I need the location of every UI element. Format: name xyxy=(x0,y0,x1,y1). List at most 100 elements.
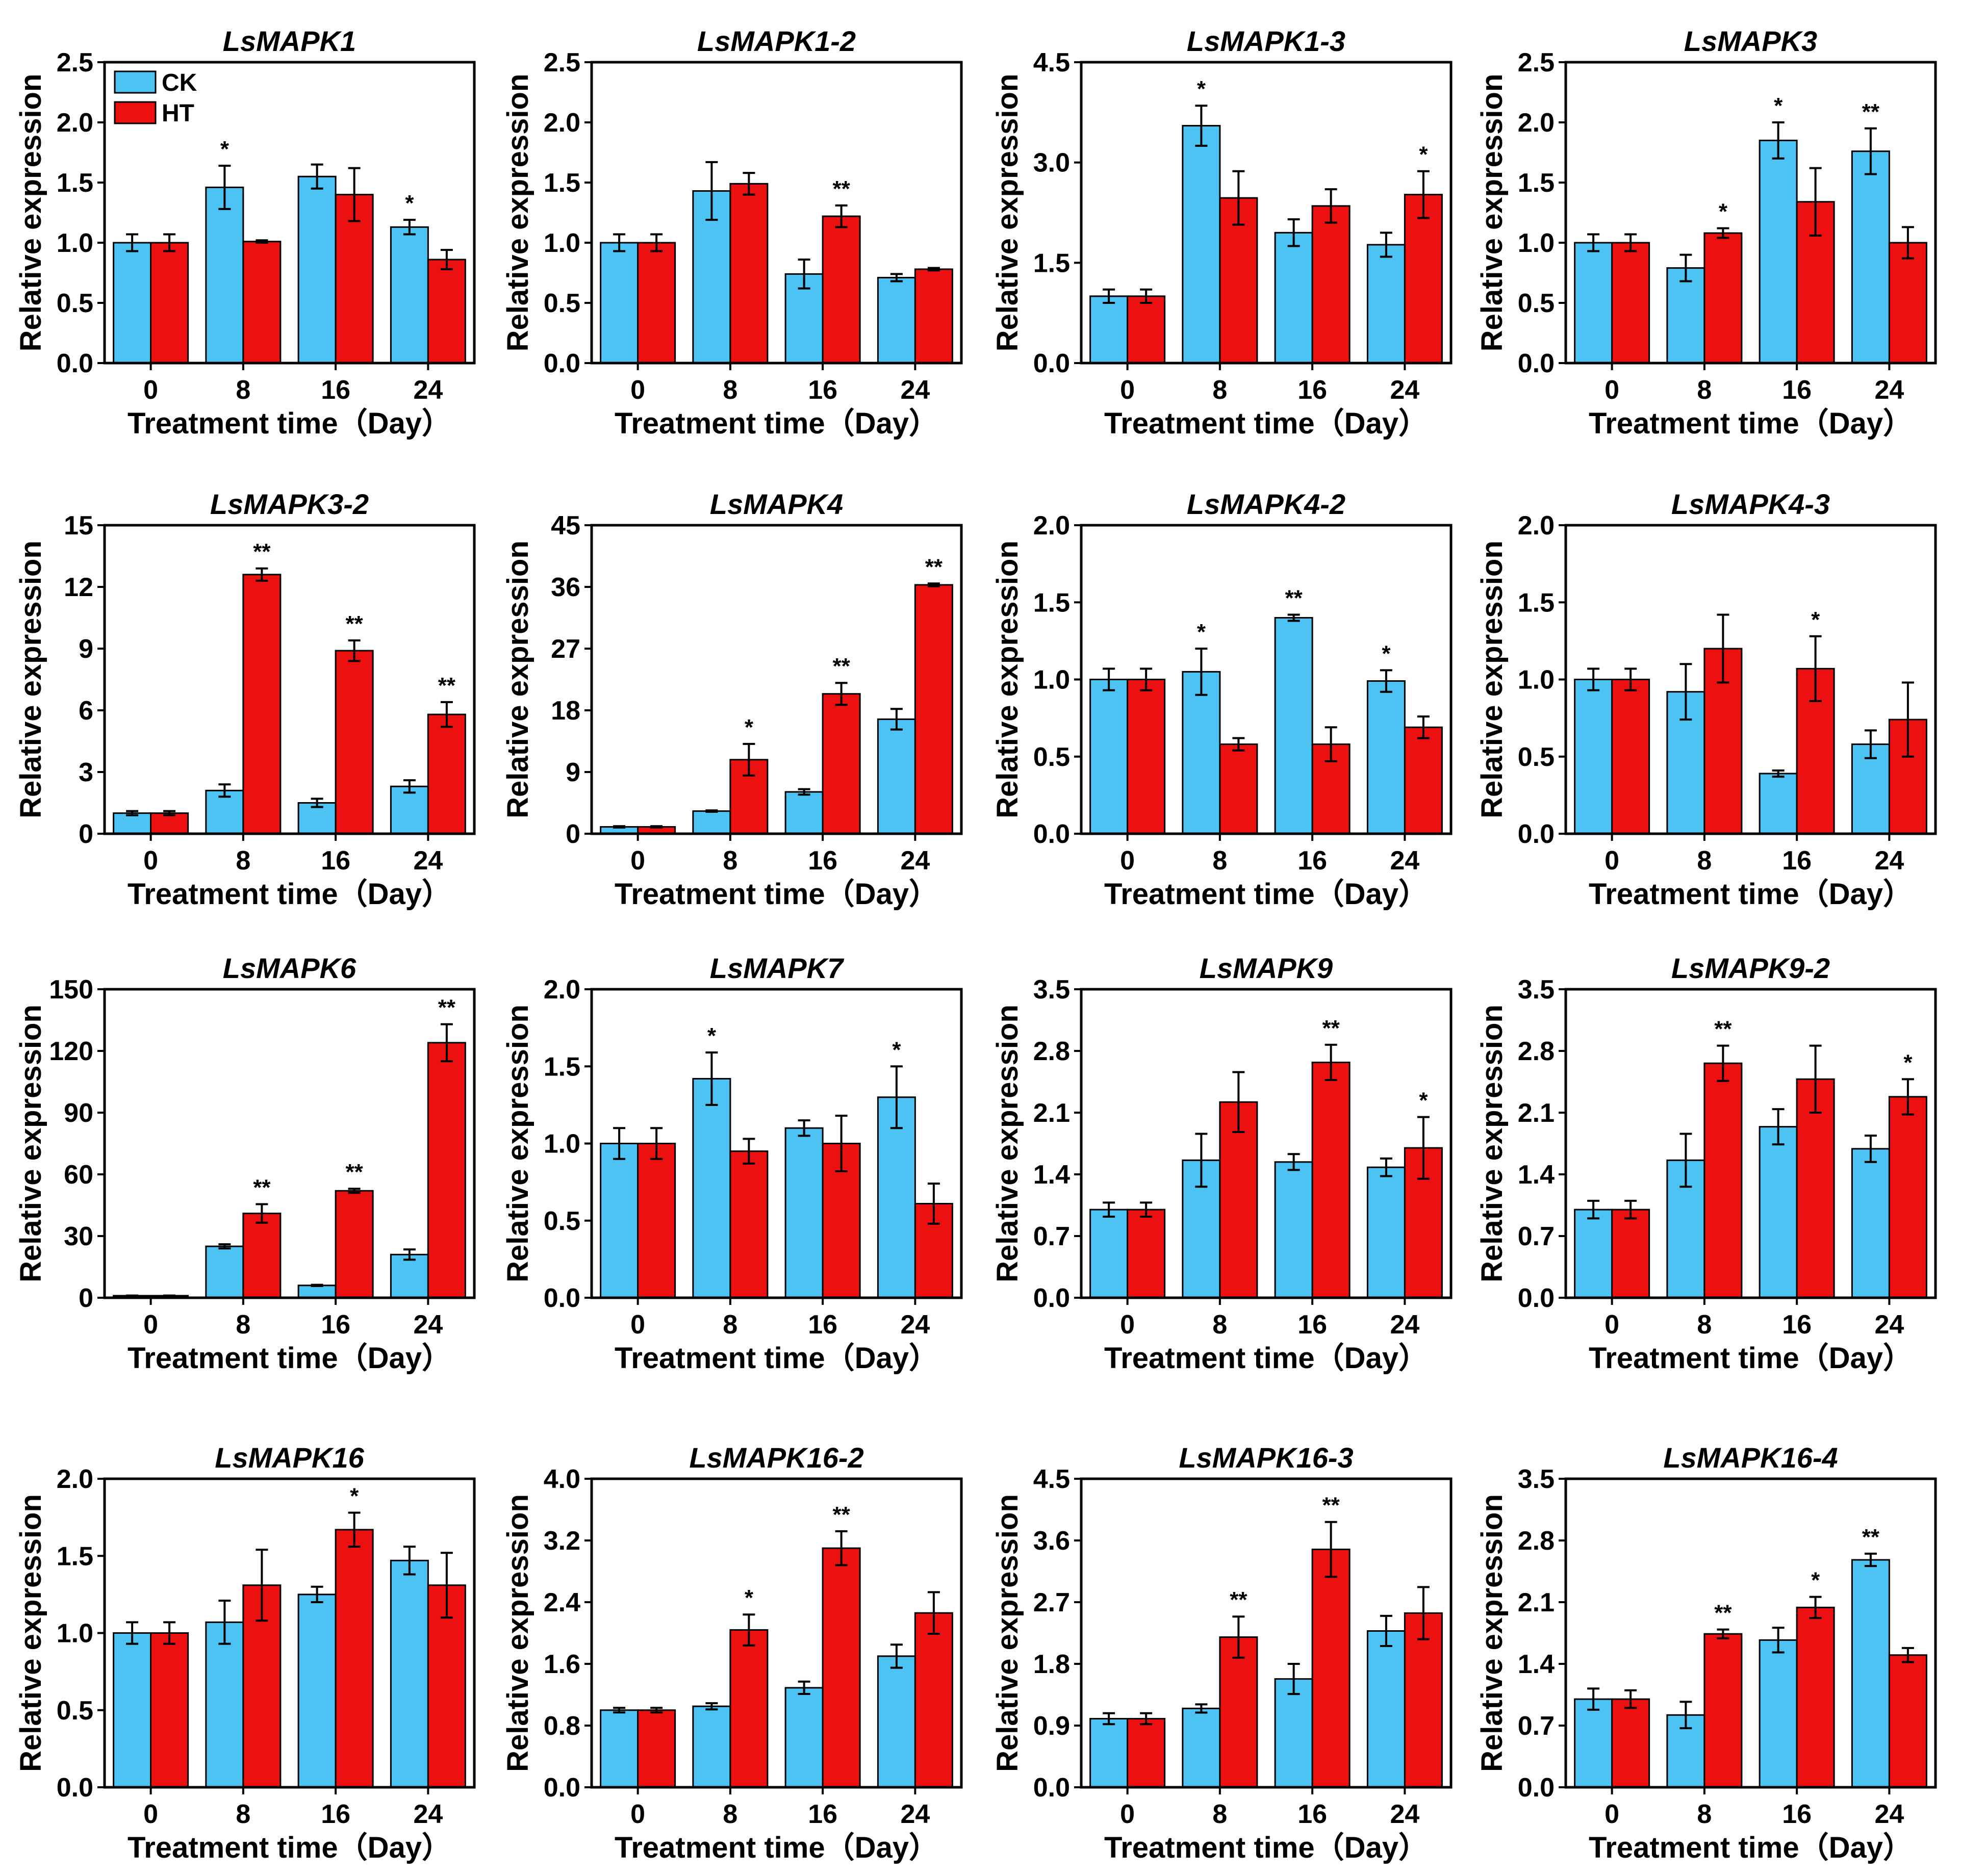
x-axis-label: Treatment time（Day） xyxy=(615,878,938,911)
bar-ht-day-24 xyxy=(1888,1654,1927,1788)
y-tick-label: 0.0 xyxy=(1033,819,1070,849)
bar-ck-day-24 xyxy=(1366,1166,1406,1299)
bar-ck-day-16 xyxy=(1759,773,1798,835)
bar-ck-day-16 xyxy=(1274,1161,1313,1299)
y-tick-label: 0.7 xyxy=(1518,1222,1555,1251)
bar-ht-day-0 xyxy=(637,1709,676,1788)
y-tick-label: 1.5 xyxy=(544,168,580,198)
x-tick-label: 0 xyxy=(143,846,158,876)
plot-frame xyxy=(103,61,476,365)
bar-ht-day-16 xyxy=(335,1529,374,1788)
y-tick-label: 0.5 xyxy=(57,289,93,318)
bar-ht-day-8 xyxy=(242,574,282,835)
significance-marker: * xyxy=(1719,199,1728,224)
bar-ck-day-0 xyxy=(1089,1209,1129,1299)
y-tick-label: 36 xyxy=(551,573,580,602)
plot-frame xyxy=(1564,524,1937,835)
bar-ck-day-24 xyxy=(1851,150,1890,364)
panel-lsmapk16-4: LsMAPK16-4 0.0 0.7 1.4 2.1 2.8 3.5 0 ** 8 * 16 ** 24T… xyxy=(1475,1442,1937,1864)
x-tick-label: 8 xyxy=(1212,375,1227,405)
x-axis-label: Treatment time（Day） xyxy=(128,407,451,440)
x-tick-label: 0 xyxy=(143,1800,158,1829)
bar-ht-day-0 xyxy=(1127,295,1166,364)
panel-lsmapk4-3: LsMAPK4-3 0.0 0.5 1.0 1.5 2.0 0 8 * 16 24Treatment… xyxy=(1475,488,1937,911)
bar-ck-day-24 xyxy=(1366,1630,1406,1788)
y-tick-label: 0.0 xyxy=(1518,349,1555,378)
x-tick-label: 0 xyxy=(1120,1800,1135,1829)
y-tick-label: 1.5 xyxy=(57,168,93,198)
x-tick-label: 8 xyxy=(1697,846,1712,876)
y-tick-label: 0.7 xyxy=(1518,1711,1555,1741)
panel-lsmapk16-3: LsMAPK16-3 0.0 0.9 1.8 2.7 3.6 4.5 0 ** 8 ** 16 24Tr… xyxy=(991,1442,1453,1864)
x-tick-label: 0 xyxy=(630,375,645,405)
x-tick-label: 0 xyxy=(1605,1800,1619,1829)
y-tick-label: 4.5 xyxy=(1033,48,1070,78)
bar-ck-day-8 xyxy=(692,1077,731,1299)
y-tick-label: 2.0 xyxy=(544,975,580,1005)
plot-frame xyxy=(1080,988,1453,1299)
panel-title: LsMAPK16-4 xyxy=(1663,1442,1838,1474)
significance-marker: * xyxy=(745,1585,754,1610)
significance-marker: * xyxy=(1419,1088,1428,1113)
panel-title: LsMAPK1 xyxy=(223,25,356,57)
y-tick-label: 1.4 xyxy=(1518,1650,1555,1679)
bar-ht-day-0 xyxy=(150,1632,189,1788)
y-tick-label: 0 xyxy=(79,1283,93,1313)
y-axis-label: Relative expression xyxy=(991,1494,1024,1772)
bar-ht-day-24 xyxy=(1888,1096,1927,1299)
plot-frame xyxy=(103,1477,476,1789)
bar-ck-day-16 xyxy=(1274,232,1313,364)
y-axis-label: Relative expression xyxy=(501,74,534,352)
x-tick-label: 24 xyxy=(413,1310,443,1340)
bar-ck-day-0 xyxy=(1574,679,1613,835)
y-tick-label: 3.5 xyxy=(1518,975,1555,1005)
x-tick-label: 0 xyxy=(143,1310,158,1340)
y-tick-label: 1.0 xyxy=(57,1619,93,1649)
y-tick-label: 45 xyxy=(551,511,580,541)
panel-title: LsMAPK3 xyxy=(1684,25,1817,57)
panel-title: LsMAPK3-2 xyxy=(210,488,369,520)
bar-ht-day-16 xyxy=(822,693,861,835)
y-tick-label: 1.5 xyxy=(544,1052,580,1082)
bar-ck-day-8 xyxy=(205,1621,244,1788)
y-tick-label: 2.1 xyxy=(1518,1098,1555,1128)
x-tick-label: 16 xyxy=(1782,1800,1812,1829)
y-tick-label: 0 xyxy=(566,819,580,849)
bar-ht-day-24 xyxy=(914,584,953,835)
bar-ck-day-8 xyxy=(692,810,731,835)
y-tick-label: 0.0 xyxy=(1033,1773,1070,1803)
bar-ck-day-24 xyxy=(390,785,429,835)
bar-ck-day-8 xyxy=(205,1245,244,1299)
y-tick-label: 2.8 xyxy=(1033,1037,1070,1066)
legend-swatch-ht xyxy=(114,101,157,124)
plot-frame xyxy=(590,61,963,365)
x-axis-label: Treatment time（Day） xyxy=(1104,878,1428,911)
y-tick-label: 1.0 xyxy=(1518,665,1555,695)
bar-ht-day-0 xyxy=(637,242,676,364)
x-tick-label: 24 xyxy=(1390,375,1419,405)
y-tick-label: 2.1 xyxy=(1518,1588,1555,1617)
x-tick-label: 8 xyxy=(723,1800,737,1829)
bar-ht-day-24 xyxy=(914,268,953,364)
x-tick-label: 16 xyxy=(1297,375,1327,405)
y-tick-label: 0.8 xyxy=(544,1711,580,1741)
y-tick-label: 2.8 xyxy=(1518,1037,1555,1066)
significance-marker: * xyxy=(1419,142,1428,167)
significance-marker: * xyxy=(1811,607,1820,632)
y-tick-label: 0.0 xyxy=(1518,1773,1555,1803)
panel-lsmapk7: LsMAPK7 0.0 0.5 1.0 1.5 2.0 0 * 8 16 * 24Treatment … xyxy=(501,952,963,1375)
bar-ck-day-16 xyxy=(1274,1678,1313,1788)
x-tick-label: 16 xyxy=(808,1310,837,1340)
bar-ck-day-24 xyxy=(877,1655,916,1788)
significance-marker: * xyxy=(745,715,754,740)
y-tick-label: 1.0 xyxy=(57,228,93,258)
bar-ck-day-0 xyxy=(600,242,639,364)
legend-label-ck: CK xyxy=(162,69,197,96)
y-tick-label: 4.0 xyxy=(544,1464,580,1494)
x-axis-label: Treatment time（Day） xyxy=(615,407,938,440)
y-axis-label: Relative expression xyxy=(14,1494,47,1772)
y-tick-label: 2.1 xyxy=(1033,1098,1070,1128)
x-axis-label: Treatment time（Day） xyxy=(1104,407,1428,440)
